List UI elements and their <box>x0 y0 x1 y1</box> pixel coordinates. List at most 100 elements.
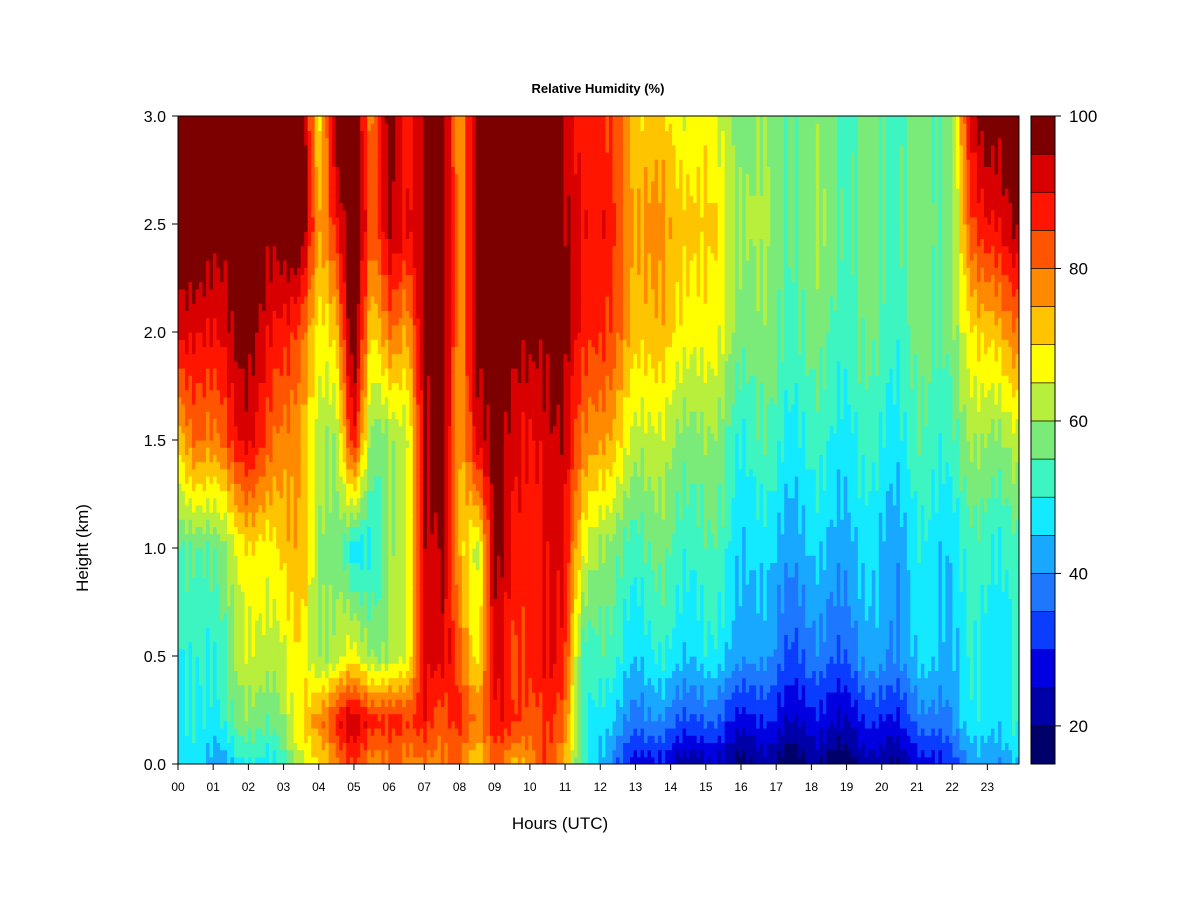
heatmap-cell <box>206 512 211 520</box>
heatmap-cell <box>272 519 277 527</box>
heatmap-cell <box>286 231 291 239</box>
heatmap-cell <box>244 159 249 167</box>
heatmap-cell <box>335 569 340 578</box>
heatmap-cell <box>353 677 358 686</box>
heatmap-cell <box>202 137 207 146</box>
heatmap-cell <box>279 591 284 599</box>
heatmap-cell <box>293 634 298 643</box>
heatmap-cell <box>307 159 312 167</box>
heatmap-cell <box>321 396 326 405</box>
heatmap-cell <box>178 353 183 362</box>
heatmap-cell <box>181 339 186 347</box>
heatmap-cell <box>314 461 319 470</box>
heatmap-cell <box>321 548 326 556</box>
heatmap-cell <box>237 656 242 664</box>
heatmap-cell <box>230 526 235 535</box>
heatmap-cell <box>181 310 186 319</box>
heatmap-cell <box>276 180 281 189</box>
heatmap-cell <box>199 742 204 751</box>
heatmap-cell <box>262 656 267 664</box>
heatmap-cell <box>216 454 221 463</box>
heatmap-cell <box>367 324 372 333</box>
heatmap-cell <box>206 116 211 124</box>
heatmap-cell <box>293 576 298 585</box>
heatmap-cell <box>311 461 316 470</box>
heatmap-cell <box>223 368 228 376</box>
heatmap-cell <box>237 339 242 347</box>
heatmap-cell <box>346 641 351 650</box>
heatmap-cell <box>251 317 256 326</box>
heatmap-cell <box>335 296 340 304</box>
heatmap-cell <box>234 735 239 743</box>
heatmap-cell <box>199 368 204 376</box>
heatmap-cell <box>353 382 358 391</box>
heatmap-cell <box>339 310 344 319</box>
heatmap-cell <box>209 728 214 736</box>
heatmap-cell <box>265 202 270 211</box>
heatmap-cell <box>209 512 214 520</box>
heatmap-cell <box>188 598 193 607</box>
heatmap-cell <box>321 605 326 614</box>
heatmap-cell <box>290 749 295 758</box>
heatmap-cell <box>223 656 228 664</box>
heatmap-cell <box>237 576 242 585</box>
heatmap-cell <box>255 447 260 455</box>
heatmap-cell <box>251 468 256 477</box>
heatmap-cell <box>272 173 277 182</box>
heatmap-cell <box>234 526 239 535</box>
heatmap-cell <box>293 713 298 722</box>
heatmap-cell <box>199 447 204 455</box>
heatmap-cell <box>325 692 330 700</box>
heatmap-cell <box>276 231 281 239</box>
heatmap-cell <box>178 396 183 405</box>
heatmap-cell <box>234 555 239 563</box>
heatmap-cell <box>321 238 326 247</box>
heatmap-cell <box>360 418 365 427</box>
heatmap-cell <box>185 562 190 571</box>
heatmap-cell <box>304 346 309 355</box>
heatmap-cell <box>276 713 281 722</box>
heatmap-cell <box>300 411 305 419</box>
heatmap-cell <box>251 692 256 700</box>
heatmap-cell <box>244 195 249 203</box>
heatmap-cell <box>237 123 242 131</box>
heatmap-cell <box>272 648 277 657</box>
heatmap-cell <box>346 260 351 268</box>
heatmap-cell <box>283 713 288 722</box>
heatmap-cell <box>332 195 337 203</box>
heatmap-cell <box>363 555 368 563</box>
heatmap-cell <box>346 425 351 434</box>
heatmap-cell <box>279 728 284 736</box>
heatmap-cell <box>265 591 270 599</box>
heatmap-cell <box>283 303 288 311</box>
heatmap-cell <box>199 159 204 167</box>
heatmap-cell <box>181 634 186 643</box>
heatmap-cell <box>213 188 218 196</box>
heatmap-cell <box>269 166 274 175</box>
heatmap-cell <box>248 569 253 578</box>
heatmap-cell <box>335 188 340 196</box>
heatmap-cell <box>356 612 361 621</box>
heatmap-cell <box>223 504 228 513</box>
heatmap-cell <box>227 519 232 527</box>
heatmap-cell <box>311 404 316 412</box>
heatmap-cell <box>237 548 242 556</box>
heatmap-cell <box>325 267 330 275</box>
heatmap-cell <box>255 605 260 614</box>
heatmap-cell <box>307 281 312 290</box>
heatmap-cell <box>195 332 200 340</box>
heatmap-cell <box>325 296 330 304</box>
heatmap-cell <box>188 562 193 571</box>
heatmap-cell <box>213 612 218 621</box>
heatmap-cell <box>248 584 253 592</box>
heatmap-cell <box>199 339 204 347</box>
heatmap-cell <box>290 540 295 549</box>
heatmap-cell <box>321 382 326 391</box>
heatmap-cell <box>325 663 330 671</box>
heatmap-cell <box>255 144 260 153</box>
heatmap-cell <box>332 432 337 441</box>
heatmap-cell <box>213 310 218 319</box>
heatmap-cell <box>209 303 214 311</box>
heatmap-cell <box>335 756 340 764</box>
heatmap-cell <box>272 447 277 455</box>
